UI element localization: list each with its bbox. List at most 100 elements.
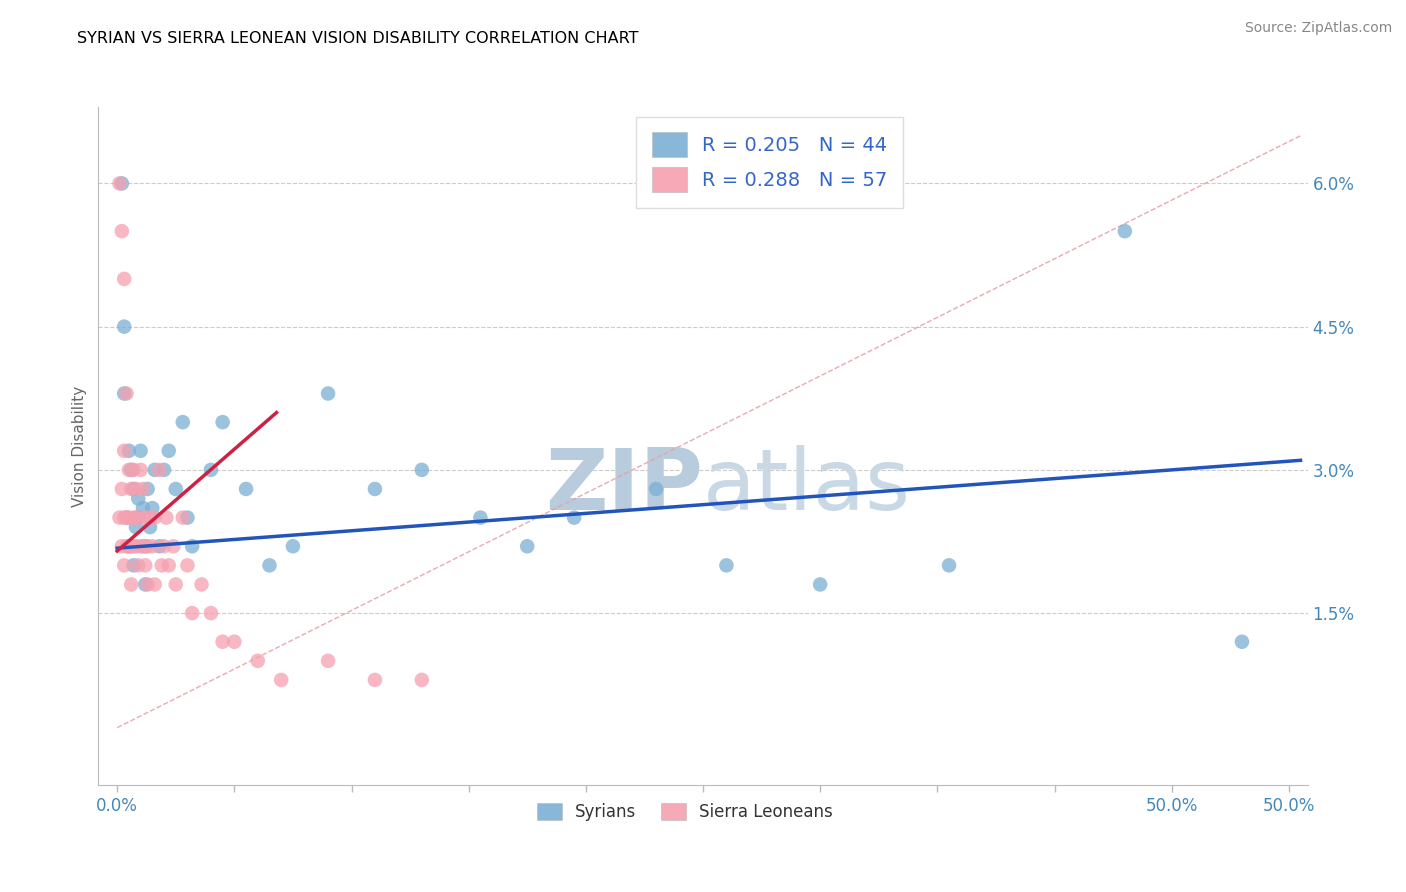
Point <box>112 319 135 334</box>
Point <box>141 501 163 516</box>
Point <box>153 539 176 553</box>
Point <box>136 539 159 553</box>
Point <box>139 520 162 534</box>
Point <box>112 272 135 286</box>
Text: SYRIAN VS SIERRA LEONEAN VISION DISABILITY CORRELATION CHART: SYRIAN VS SIERRA LEONEAN VISION DISABILI… <box>77 31 638 46</box>
Point <box>157 443 180 458</box>
Point <box>148 463 170 477</box>
Point <box>111 482 134 496</box>
Point <box>115 539 138 553</box>
Point <box>112 558 135 573</box>
Point <box>316 654 339 668</box>
Point <box>364 673 387 687</box>
Point <box>224 634 246 648</box>
Text: ZIP: ZIP <box>546 445 703 528</box>
Point <box>122 510 145 524</box>
Point <box>136 482 159 496</box>
Point <box>141 539 163 553</box>
Point <box>808 577 831 591</box>
Point <box>132 501 155 516</box>
Point <box>120 539 142 553</box>
Point <box>118 510 141 524</box>
Point <box>148 539 170 553</box>
Point <box>122 558 145 573</box>
Point <box>281 539 304 553</box>
Point <box>516 539 538 553</box>
Text: Source: ZipAtlas.com: Source: ZipAtlas.com <box>1244 21 1392 35</box>
Point <box>122 539 145 553</box>
Point <box>115 510 138 524</box>
Point <box>411 463 433 477</box>
Point <box>108 177 131 191</box>
Point <box>259 558 281 573</box>
Point <box>120 482 142 496</box>
Point <box>200 606 222 620</box>
Point <box>165 577 187 591</box>
Point <box>181 539 204 553</box>
Point <box>127 510 149 524</box>
Point <box>118 463 141 477</box>
Point <box>122 482 145 496</box>
Point <box>118 539 141 553</box>
Point <box>129 443 152 458</box>
Point <box>470 510 492 524</box>
Point <box>1114 224 1136 238</box>
Point <box>134 510 156 524</box>
Point <box>134 577 156 591</box>
Text: atlas: atlas <box>703 445 911 528</box>
Point <box>165 482 187 496</box>
Point <box>176 558 198 573</box>
Point <box>176 510 198 524</box>
Point <box>122 463 145 477</box>
Point <box>211 415 233 429</box>
Point <box>190 577 212 591</box>
Point <box>211 634 233 648</box>
Point <box>235 482 257 496</box>
Point <box>200 463 222 477</box>
Point <box>127 491 149 506</box>
Point <box>716 558 738 573</box>
Point <box>181 606 204 620</box>
Point <box>127 558 149 573</box>
Point <box>172 415 194 429</box>
Point <box>155 510 177 524</box>
Point <box>645 482 668 496</box>
Point <box>139 510 162 524</box>
Point <box>150 558 173 573</box>
Point <box>120 463 142 477</box>
Point <box>108 510 131 524</box>
Point <box>111 539 134 553</box>
Point <box>118 443 141 458</box>
Point <box>411 673 433 687</box>
Point <box>136 577 159 591</box>
Point <box>938 558 960 573</box>
Y-axis label: Vision Disability: Vision Disability <box>72 385 87 507</box>
Point <box>143 577 166 591</box>
Point <box>112 510 135 524</box>
Point <box>143 510 166 524</box>
Point <box>129 463 152 477</box>
Point <box>125 482 148 496</box>
Point <box>111 177 134 191</box>
Point <box>120 577 142 591</box>
Point <box>172 510 194 524</box>
Point <box>125 510 148 524</box>
Point <box>364 482 387 496</box>
Point <box>112 443 135 458</box>
Point <box>562 510 585 524</box>
Point <box>112 386 135 401</box>
Point <box>143 463 166 477</box>
Legend: Syrians, Sierra Leoneans: Syrians, Sierra Leoneans <box>530 796 839 828</box>
Point <box>316 386 339 401</box>
Point <box>134 558 156 573</box>
Point <box>118 539 141 553</box>
Point <box>270 673 292 687</box>
Point <box>246 654 269 668</box>
Point <box>1230 634 1253 648</box>
Point <box>125 520 148 534</box>
Point <box>132 539 155 553</box>
Point <box>129 539 152 553</box>
Point <box>157 558 180 573</box>
Point <box>125 539 148 553</box>
Point <box>115 386 138 401</box>
